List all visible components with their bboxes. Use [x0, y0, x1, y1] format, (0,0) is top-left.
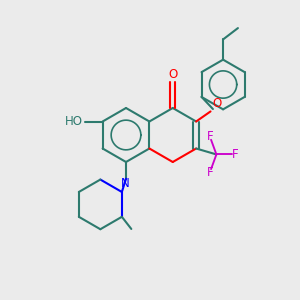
Text: HO: HO: [65, 115, 83, 128]
Text: O: O: [168, 68, 177, 81]
Text: F: F: [206, 166, 213, 179]
Text: F: F: [206, 130, 213, 143]
Text: N: N: [121, 178, 129, 190]
Text: F: F: [232, 148, 239, 161]
Text: O: O: [212, 97, 222, 110]
